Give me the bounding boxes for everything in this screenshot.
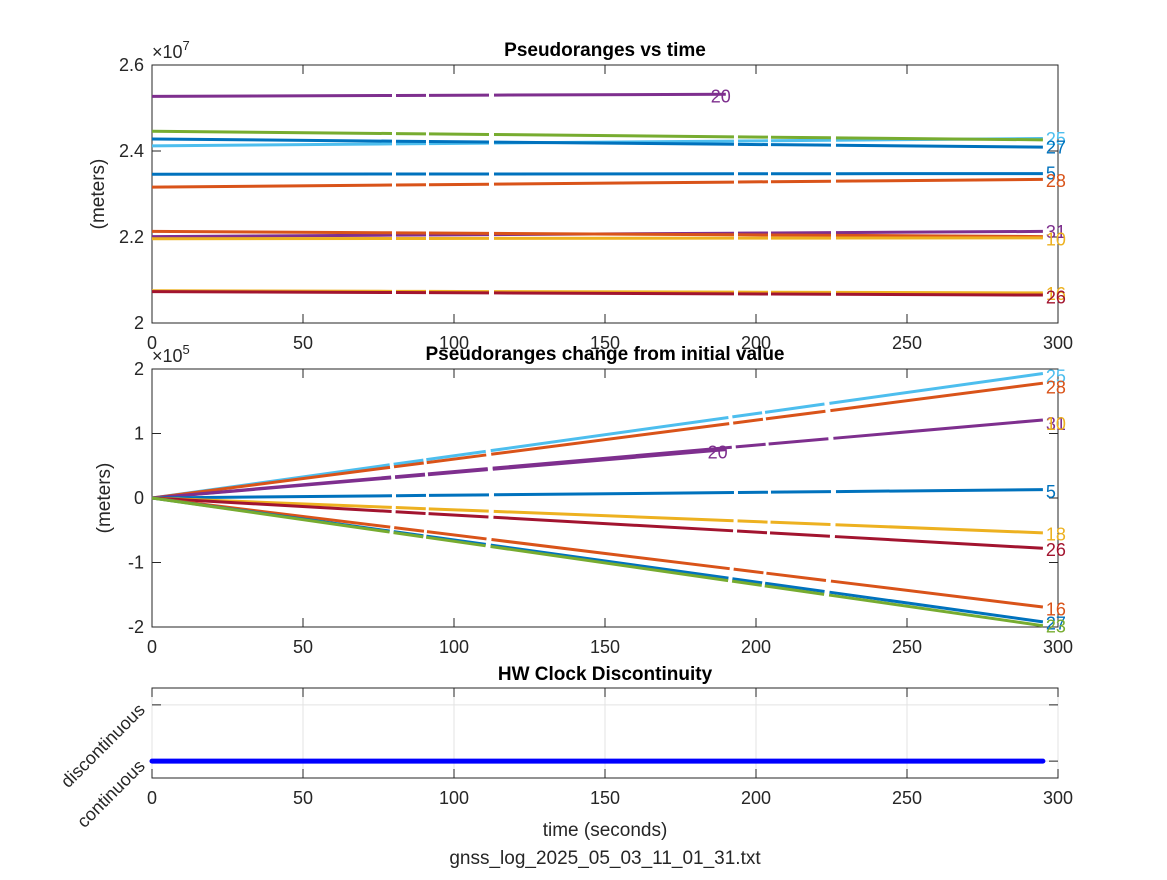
ticks: 0 50 100 150 200 250 300 2 2.2 2.4 2.6 [119,55,1073,353]
y-exponent: ×107 [152,38,190,62]
series-label-prn-27: 27 [1046,613,1066,633]
series-line-prn-25 [151,372,1044,500]
series-label-prn-25: 25 [1046,366,1066,386]
chart-title: HW Clock Discontinuity [498,664,713,685]
footer-filename: gnss_log_2025_05_03_11_01_31.txt [449,848,761,869]
series-line-prn-16 [151,496,1044,609]
x-tick-label: 50 [293,788,313,808]
y-axis-label: (meters) [88,159,109,230]
x-tick-label: 250 [892,788,922,808]
series-line-prn-23 [151,129,1043,142]
series-line-prn-18 [151,496,1043,535]
x-tick-label: 150 [590,788,620,808]
series-label-prn-27: 27 [1046,138,1066,158]
x-tick-label: 300 [1043,333,1073,353]
x-tick-label: 150 [590,333,620,353]
y-axis-label: (meters) [94,463,115,534]
series-line-prn-5 [151,172,1043,176]
x-tick-label: 100 [439,333,469,353]
axes-pseudoranges-vs-time: Pseudoranges vs time (meters) ×107 0 50 10… [88,38,1073,353]
series-label-prn-31: 31 [1046,414,1066,434]
series-line-prn-10 [151,229,1043,239]
x-tick-label: 150 [590,637,620,657]
y-tick-label: 2 [134,359,144,379]
x-tick-label: 100 [439,637,469,657]
y-tick-label: 2 [134,313,144,333]
ticks: 0 50 100 150 200 250 300 -2 -1 0 1 2 [128,359,1073,657]
x-tick-label: 200 [741,788,771,808]
series-label-prn-20: 20 [711,87,731,107]
x-tick-label: 300 [1043,788,1073,808]
y-tick-label: 1 [134,424,144,444]
x-tick-label: 50 [293,637,313,657]
axes-box [151,64,1059,324]
x-tick-label: 50 [293,333,313,353]
x-tick-label: 0 [147,333,157,353]
x-tick-label: 300 [1043,637,1073,657]
x-tick-label: 200 [741,637,771,657]
y-tick-label: 0 [134,488,144,508]
series-label-prn-16: 16 [1046,284,1066,304]
y-tick-label: -1 [128,553,144,573]
x-tick-label: 250 [892,333,922,353]
x-axis-label: time (seconds) [543,820,668,841]
x-tick-label: 0 [147,637,157,657]
series-label-prn-26: 26 [1046,540,1066,560]
y-exponent: ×105 [152,342,190,366]
x-tick-label: 0 [147,788,157,808]
x-tick-label: 100 [439,788,469,808]
axes-hw-clock-discontinuity: HW Clock Discontinuity 0 50 100 150 200 250 30… [57,664,1073,841]
series-label-prn-18: 18 [1046,524,1066,544]
series-line-prn-28 [151,381,1044,500]
y-tick-label: -2 [128,617,144,637]
series-line-prn-28 [151,177,1043,189]
x-tick-label: 200 [741,333,771,353]
series-line-prn-26 [151,290,1043,297]
axes-pseudoranges-change: Pseudoranges change from initial value (… [94,342,1073,657]
series-label-prn-20: 20 [708,443,728,463]
y-tick-label: 2.4 [119,141,144,161]
series-line-prn-20 [151,92,726,98]
series-label-prn-16: 16 [1046,599,1066,619]
series-label-prn-23: 23 [1046,617,1066,637]
series-label-prn-28: 28 [1046,377,1066,397]
series-line-prn-20 [151,448,726,500]
series-label-prn-28: 28 [1046,171,1066,191]
y-tick-label: 2.6 [119,55,144,75]
series-line-prn-26 [151,496,1043,550]
series-label-prn-10: 10 [1046,414,1066,434]
series-line-prn-23 [151,496,1044,628]
chart-title: Pseudoranges vs time [504,40,706,61]
series-line-prn-5 [151,488,1043,500]
x-tick-label: 250 [892,637,922,657]
series-label-prn-26: 26 [1046,287,1066,307]
chart-title: Pseudoranges change from initial value [426,344,785,365]
y-tick-label: 2.2 [119,227,144,247]
series-line-prn-18 [151,236,1043,241]
series-label-prn-5: 5 [1046,164,1056,184]
series-label-prn-25: 25 [1046,129,1066,149]
series-label-prn-10: 10 [1046,230,1066,250]
series-label-prn-31: 31 [1046,222,1066,242]
series-line-prn-27 [151,137,1043,149]
series-label-prn-5: 5 [1046,482,1056,502]
